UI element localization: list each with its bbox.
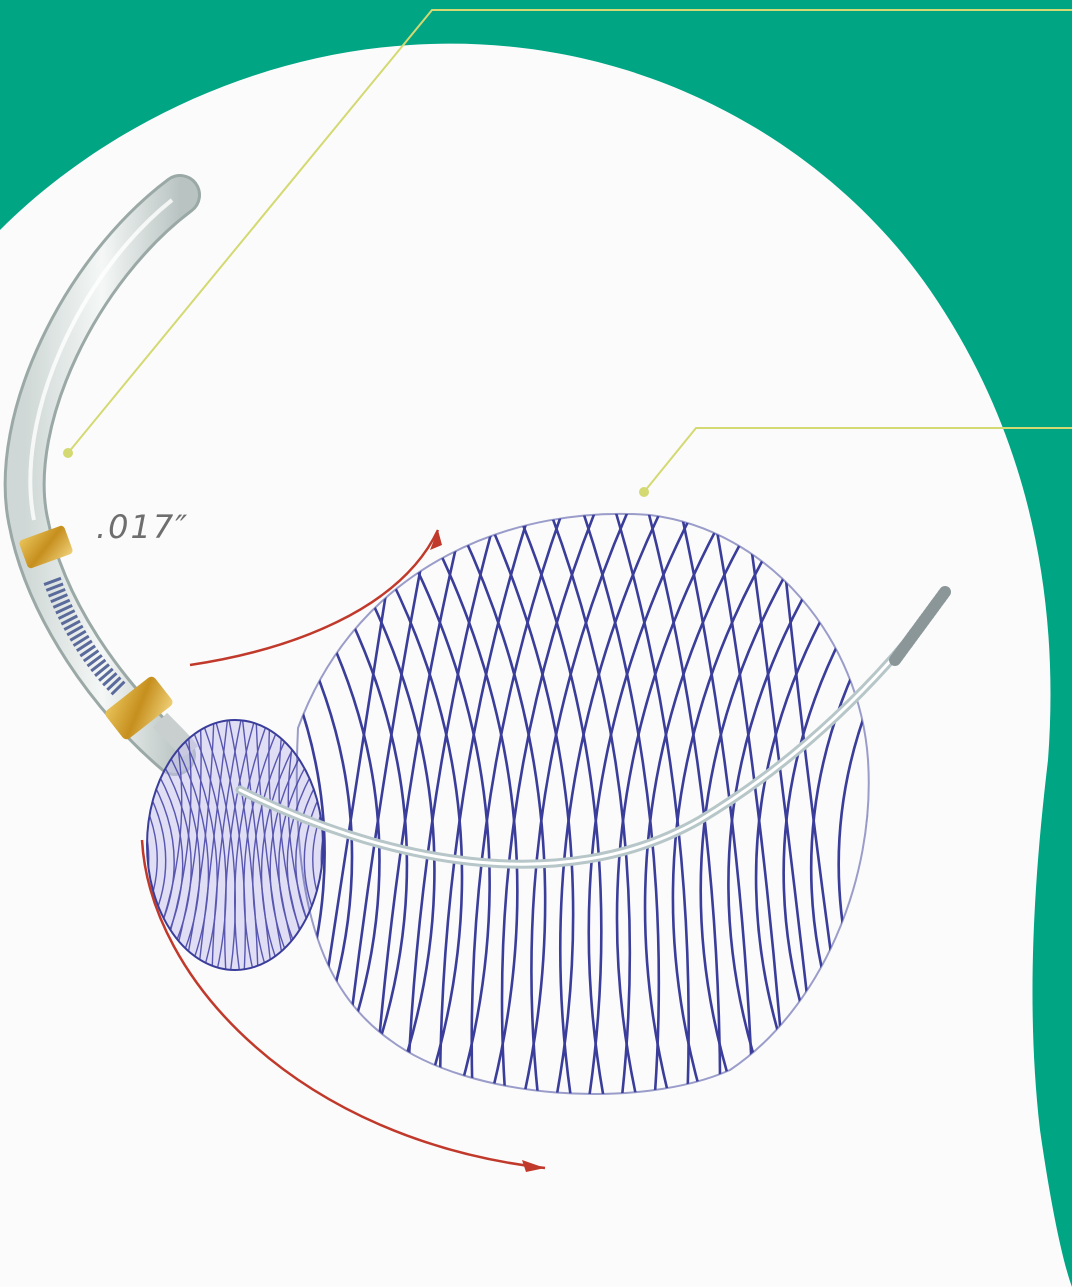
mesh-strand xyxy=(183,720,215,970)
mesh-strand xyxy=(241,720,273,970)
leader-line-basket xyxy=(643,427,1072,493)
mesh-strand xyxy=(312,720,323,970)
guidewire xyxy=(235,586,951,869)
mesh-strand xyxy=(468,513,575,1094)
mesh-strand xyxy=(615,513,746,1094)
mesh-strand xyxy=(252,720,299,970)
guidewire-coil-tip xyxy=(889,586,951,666)
mesh-strand xyxy=(638,513,722,1094)
marker-band-2 xyxy=(105,676,173,740)
mesh-strand xyxy=(438,513,542,1094)
mesh-strand xyxy=(147,720,167,970)
mesh-strand xyxy=(296,513,326,1094)
mesh-strand xyxy=(671,513,814,1094)
mesh-strand xyxy=(570,513,661,1094)
mesh-strand xyxy=(434,513,547,1094)
catheter xyxy=(3,174,201,776)
mesh-strand xyxy=(255,720,287,970)
mesh-strand xyxy=(400,513,519,1094)
mesh-strand xyxy=(223,720,257,970)
mesh-strand xyxy=(213,720,247,970)
mesh-strand xyxy=(1058,480,1072,1130)
mesh-strand xyxy=(211,720,243,970)
leader-dot-top xyxy=(63,448,73,458)
mesh-strand xyxy=(530,513,644,1094)
mesh-strand xyxy=(604,513,690,1094)
leader-line-top xyxy=(67,9,1072,454)
mesh-strand xyxy=(502,513,603,1094)
mesh-strand xyxy=(171,720,218,970)
mesh-strand xyxy=(227,720,259,970)
mesh-strand xyxy=(470,513,576,1094)
mesh-strand xyxy=(500,513,610,1094)
mesh-strand xyxy=(558,513,678,1094)
marker-band-1 xyxy=(19,525,73,569)
rotation-arrow-bottom xyxy=(140,839,546,1170)
mesh-bulb xyxy=(146,719,324,971)
mesh-strand xyxy=(643,513,780,1094)
mesh-strand xyxy=(536,513,632,1094)
diameter-label: .017″ xyxy=(96,508,190,546)
leader-dot-basket xyxy=(639,487,649,497)
mesh-strand xyxy=(303,720,323,970)
mesh-strand xyxy=(837,513,869,1094)
rotation-arrow-top xyxy=(189,529,440,667)
mesh-strand xyxy=(404,513,508,1094)
mesh-strand xyxy=(199,720,236,970)
mesh-strand xyxy=(185,720,227,970)
mesh-strand xyxy=(147,720,158,970)
mesh-strand xyxy=(243,720,285,970)
mesh-strand xyxy=(587,513,712,1094)
mesh-strand xyxy=(197,720,229,970)
mesh-strand xyxy=(234,720,271,970)
